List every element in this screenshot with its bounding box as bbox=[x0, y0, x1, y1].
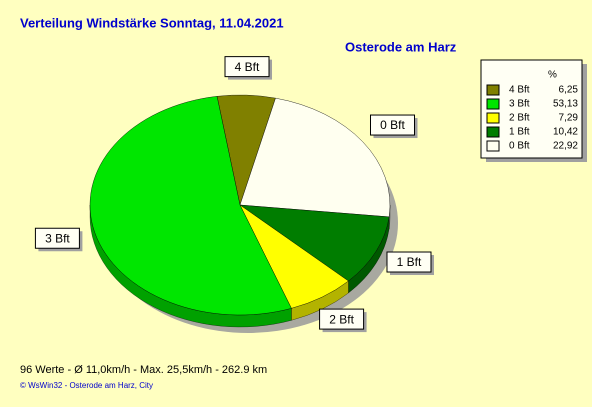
legend-value: 22,92 bbox=[553, 141, 578, 152]
chart-title: Verteilung Windstärke Sonntag, 11.04.202… bbox=[20, 15, 284, 30]
legend-swatch bbox=[486, 98, 500, 110]
legend-label: 3 Bft bbox=[509, 99, 530, 110]
legend-swatch bbox=[486, 112, 500, 124]
label-box bbox=[319, 308, 365, 330]
label-box bbox=[224, 56, 270, 78]
legend-value: 53,13 bbox=[553, 99, 578, 110]
slice-label: 3 Bft bbox=[45, 231, 70, 245]
slice bbox=[89, 96, 292, 316]
slice-label: 1 Bft bbox=[397, 255, 422, 269]
slice bbox=[239, 204, 390, 282]
legend-label: 1 Bft bbox=[509, 127, 530, 138]
legend-swatch bbox=[486, 140, 500, 152]
label-box bbox=[369, 114, 415, 136]
legend-label: 0 Bft bbox=[509, 141, 530, 152]
legend-label: 4 Bft bbox=[509, 85, 530, 96]
slice-label: 0 Bft bbox=[380, 118, 405, 132]
slice bbox=[239, 97, 391, 218]
slice-label: 2 Bft bbox=[329, 312, 354, 326]
chart-subtitle: Osterode am Harz bbox=[345, 39, 457, 54]
legend-label: 2 Bft bbox=[509, 113, 530, 124]
label-box bbox=[34, 227, 80, 249]
label-box bbox=[386, 251, 432, 273]
slice-label: 4 Bft bbox=[235, 60, 260, 74]
legend-header: % bbox=[548, 70, 557, 81]
legend-swatch bbox=[486, 126, 500, 138]
credit: © WsWin32 - Osterode am Harz, City bbox=[20, 381, 153, 390]
legend-value: 10,42 bbox=[553, 127, 578, 138]
legend-swatch bbox=[486, 84, 500, 96]
legend-value: 7,29 bbox=[559, 113, 579, 124]
footer: 96 Werte - Ø 11,0km/h - Max. 25,5km/h - … bbox=[20, 364, 267, 376]
legend-value: 6,25 bbox=[559, 85, 579, 96]
